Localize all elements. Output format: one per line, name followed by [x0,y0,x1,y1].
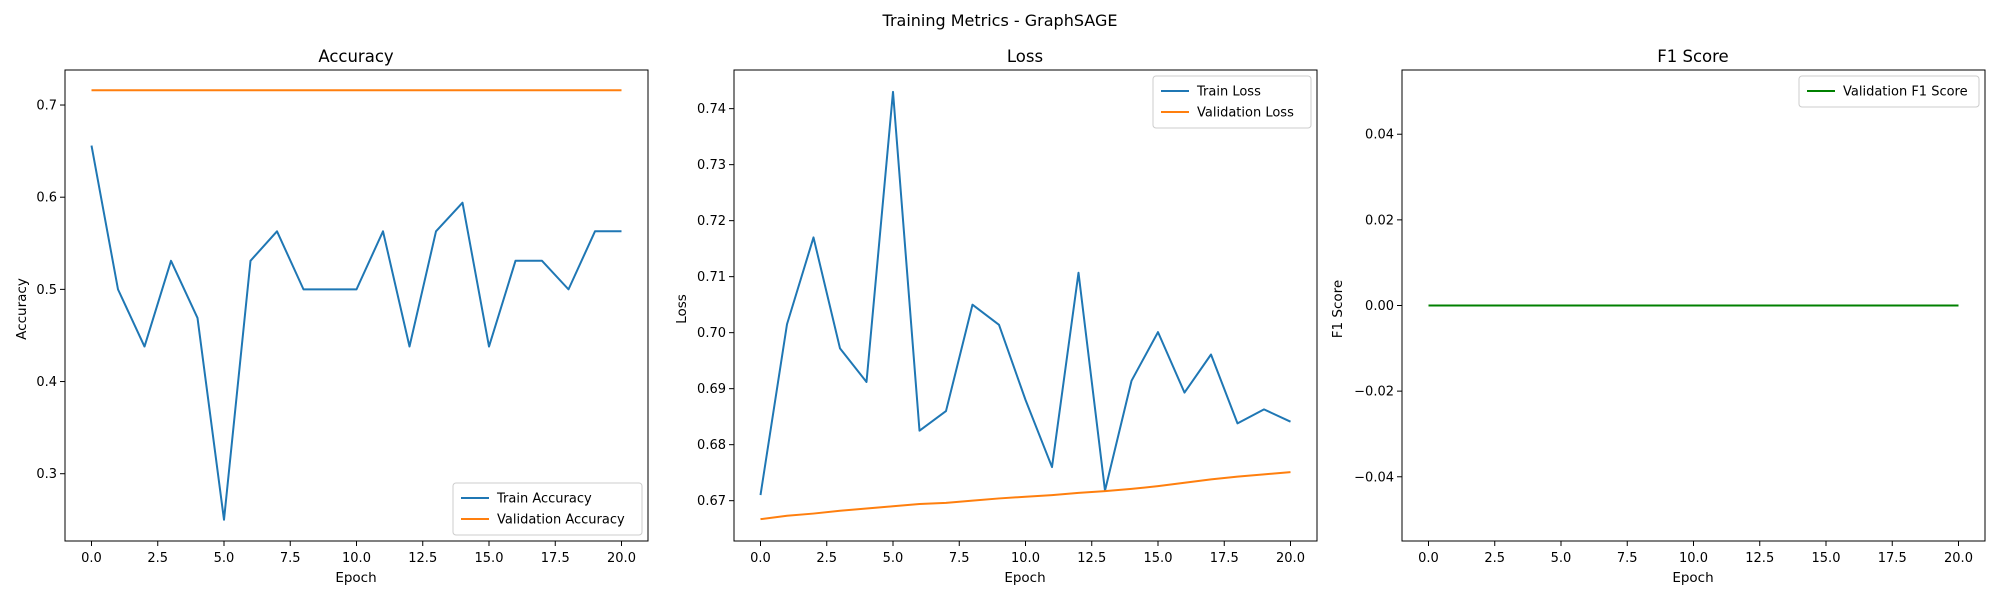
x-tick-label: 17.5 [541,551,570,566]
legend-label: Validation Loss [1197,106,1294,121]
y-tick-label: 0.02 [1365,213,1394,228]
y-axis-label: F1 Score [1330,280,1346,338]
y-tick-label: 0.74 [697,102,726,117]
y-tick-label: 0.4 [36,375,57,390]
y-tick-label: 0.6 [36,191,57,206]
axes-frame [64,69,649,542]
y-tick-label: 0.7 [36,99,57,114]
x-tick-label: 7.5 [280,551,301,566]
x-tick-label: 20.0 [607,551,636,566]
x-tick-label: 0.0 [81,551,102,566]
x-tick-label: 10.0 [1011,551,1040,566]
legend-label: Train Loss [1196,85,1261,100]
y-tick-label: 0.71 [697,270,726,285]
x-tick-label: 2.5 [1484,551,1505,566]
x-tick-label: 5.0 [883,551,904,566]
legend: Validation F1 Score [1798,75,1980,108]
x-tick-label: 15.0 [475,551,504,566]
y-tick-label: 0.69 [697,382,726,397]
x-tick-label: 7.5 [1617,551,1638,566]
panel-title: F1 Score [1657,47,1728,66]
panel-title: Accuracy [318,47,394,66]
x-tick-label: 2.5 [147,551,168,566]
series-line [759,90,1291,496]
y-tick-label: 0.70 [697,326,726,341]
y-tick-label: 0.04 [1365,128,1394,143]
x-tick-label: 20.0 [1276,551,1305,566]
x-tick-label: 0.0 [1418,551,1439,566]
x-tick-label: 12.5 [408,551,437,566]
y-tick-label: 0.72 [697,214,726,229]
x-tick-label: 20.0 [1944,551,1973,566]
x-tick-label: 10.0 [1679,551,1708,566]
y-tick-label: 0.3 [36,467,57,482]
panel-loss: Loss Epoch Loss 0.0 2.5 5.0 7.5 10.0 12.5 15.0… [674,47,1318,586]
legend-box [1152,75,1312,129]
x-axis-label: Epoch [1672,570,1713,586]
x-tick-label: 5.0 [1551,551,1572,566]
panel-accuracy: Accuracy Epoch Accuracy 0.0 2.5 5.0 7.5 10.0… [14,47,649,586]
legend-label: Validation F1 Score [1843,85,1968,100]
legend-box [1798,75,1980,108]
legend-label: Train Accuracy [496,492,592,507]
y-tick-label: 0.68 [697,438,726,453]
y-tick-label: −0.04 [1354,470,1394,485]
legend-box [452,482,643,536]
legend: Train Accuracy Validation Accuracy [452,482,643,536]
y-tick-label: 0.5 [36,283,57,298]
x-tick-label: 0.0 [750,551,771,566]
x-tick-label: 5.0 [214,551,235,566]
series-line [90,145,622,521]
y-tick-label: 0.67 [697,494,726,509]
x-axis-label: Epoch [1004,570,1045,586]
x-tick-label: 12.5 [1745,551,1774,566]
y-axis-label: Loss [674,294,690,324]
x-tick-label: 12.5 [1077,551,1106,566]
y-tick-label: 0.00 [1365,299,1394,314]
x-tick-label: 15.0 [1812,551,1841,566]
x-tick-label: 17.5 [1210,551,1239,566]
x-tick-label: 17.5 [1878,551,1907,566]
axes-frame [733,69,1318,542]
panel-title: Loss [1007,47,1043,66]
x-axis-label: Epoch [335,570,376,586]
y-axis-label: Accuracy [14,278,30,340]
figure-suptitle: Training Metrics - GraphSAGE [882,11,1118,30]
legend: Train Loss Validation Loss [1152,75,1312,129]
legend-label: Validation Accuracy [497,513,625,528]
x-tick-label: 15.0 [1144,551,1173,566]
axes-frame [1401,69,1986,542]
x-tick-label: 7.5 [949,551,970,566]
panel-f1-score: F1 Score Epoch F1 Score 0.0 2.5 5.0 7.5 10.0… [1330,47,1986,586]
y-tick-label: 0.73 [697,158,726,173]
series-line [760,471,1291,521]
x-tick-label: 10.0 [342,551,371,566]
x-tick-label: 2.5 [816,551,837,566]
y-tick-label: −0.02 [1354,385,1394,400]
